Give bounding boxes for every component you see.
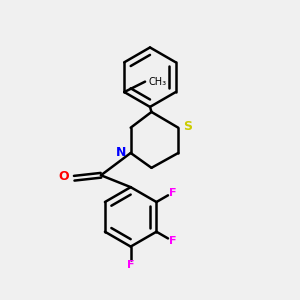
Text: F: F bbox=[169, 188, 176, 198]
Text: F: F bbox=[127, 260, 134, 270]
Text: N: N bbox=[116, 146, 126, 160]
Text: O: O bbox=[58, 170, 69, 183]
Text: S: S bbox=[183, 120, 192, 133]
Text: CH₃: CH₃ bbox=[148, 76, 166, 87]
Text: F: F bbox=[169, 236, 176, 246]
